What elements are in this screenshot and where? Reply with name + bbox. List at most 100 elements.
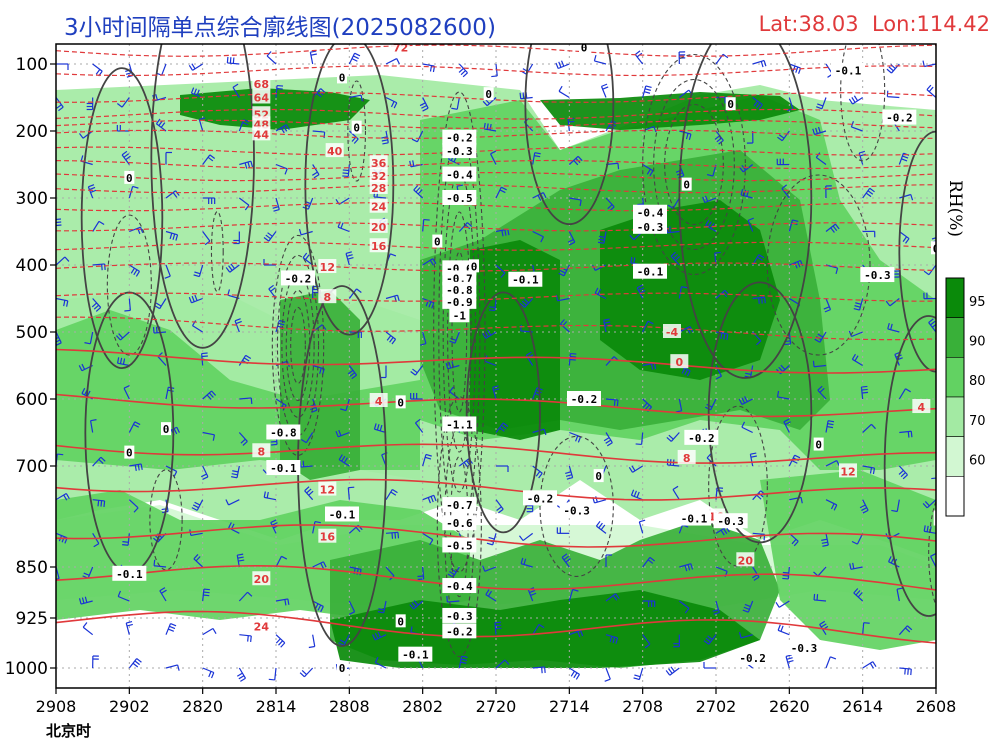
wind-barb-feather (872, 661, 877, 668)
wind-barb-staff (165, 387, 169, 400)
wind-barb-feather (752, 574, 758, 579)
wind-barb-feather (720, 529, 725, 536)
wind-barb-staff (715, 566, 728, 572)
vvel-label-bg (442, 143, 477, 159)
wind-barb-feather (780, 364, 786, 371)
vvel-label-bg (442, 416, 477, 432)
vvel-negative-contour (539, 435, 614, 577)
wind-barb (926, 84, 936, 98)
wind-barb (188, 294, 203, 304)
wind-barb-feather (341, 455, 346, 462)
wind-barb (165, 426, 180, 436)
wind-barb-feather (397, 532, 400, 539)
wind-barb-staff (899, 193, 911, 199)
wind-barb-feather (78, 365, 83, 372)
wind-barb-feather (209, 154, 216, 160)
wind-barb-feather (410, 370, 416, 376)
wind-barb-staff (347, 487, 350, 500)
wind-barb-feather (133, 269, 138, 276)
wind-barb-feather (80, 155, 84, 162)
colorbar-swatch (945, 436, 965, 477)
wind-barb-feather (615, 593, 620, 599)
wind-barb-feather (496, 506, 502, 511)
wind-barb-feather (639, 289, 646, 294)
wind-barb-feather (417, 578, 424, 581)
zero-label-bg (681, 177, 692, 191)
vvel-label-bg (684, 429, 719, 445)
wind-barb-staff (385, 96, 398, 104)
wind-barb-feather (133, 507, 139, 513)
wind-barb (825, 420, 835, 433)
wind-barb-feather (579, 630, 584, 637)
wind-barb-staff (569, 629, 581, 636)
wind-barb (275, 634, 286, 648)
wind-barb-feather (681, 286, 688, 289)
wind-barb-feather (653, 126, 657, 133)
wind-barb-feather (285, 124, 290, 131)
wind-barb-feather (565, 558, 571, 563)
vvel-label: -1.1 (446, 418, 473, 431)
wind-barb-feather (761, 297, 763, 304)
wind-barb-feather (869, 467, 873, 474)
wind-barb-feather (207, 156, 214, 162)
wind-barb-feather (861, 507, 868, 511)
vvel-label: -0.1 (512, 274, 539, 287)
wind-barb-feather (360, 95, 363, 102)
wind-barb-feather (675, 410, 682, 413)
wind-barb-feather (117, 590, 122, 597)
wind-barb-feather (606, 442, 613, 447)
wind-barb-feather (535, 471, 541, 477)
wind-barb-staff (312, 634, 316, 647)
wind-barb-feather (429, 65, 433, 72)
wind-barb-feather (460, 661, 467, 664)
wind-barb-staff (92, 456, 102, 467)
wind-barb-feather (247, 591, 253, 597)
wind-barb-feather (419, 102, 426, 107)
wind-barb-feather (56, 104, 62, 109)
wind-barb-feather (78, 598, 82, 605)
wind-barb (642, 163, 654, 177)
wind-barb (488, 298, 497, 312)
wind-barb-feather (338, 429, 342, 436)
wind-barb-feather (669, 226, 671, 233)
colorbar-tick-label: 60 (969, 453, 986, 468)
wind-barb-staff (238, 432, 248, 442)
wind-barb-staff (667, 230, 680, 234)
wind-barb-feather (785, 654, 792, 658)
wind-barb (642, 556, 656, 568)
wind-barb-feather (905, 238, 910, 244)
isotherm-label: 12 (320, 484, 335, 497)
wind-barb-feather (429, 259, 434, 266)
wind-barb-staff (374, 428, 387, 434)
wind-barb-feather (47, 420, 51, 424)
wind-barb-staff (190, 532, 203, 537)
wind-barb (532, 230, 544, 243)
wind-barb (198, 117, 206, 132)
wind-barb-staff (899, 430, 912, 434)
isotherm-line (56, 443, 936, 464)
wind-barb-staff (632, 465, 643, 473)
wind-barb-feather (853, 588, 859, 594)
vvel-label: -0.6 (446, 517, 473, 530)
wind-barb-staff (558, 90, 570, 99)
wind-barb-staff (348, 600, 356, 613)
wind-barb-feather (817, 126, 821, 133)
wind-barb (931, 466, 936, 480)
wind-barb-feather (942, 634, 943, 640)
wind-barb-feather (194, 294, 198, 301)
wind-barb (312, 164, 320, 179)
wind-barb-feather (521, 300, 528, 306)
wind-barb-feather (816, 106, 823, 110)
wind-barb (821, 533, 829, 547)
wind-barb-feather (308, 490, 314, 496)
vvel-label: -0.4 (446, 580, 473, 593)
x-tick-label: 2808 (329, 697, 370, 716)
wind-barb-feather (617, 163, 620, 170)
wind-barb-feather (629, 234, 635, 241)
wind-barb-feather (191, 507, 198, 511)
wind-barb-feather (310, 50, 317, 53)
wind-barb-feather (275, 638, 281, 644)
wind-barb-feather (890, 64, 896, 69)
wind-barb-feather (381, 139, 388, 142)
wind-barb-feather (650, 363, 654, 370)
